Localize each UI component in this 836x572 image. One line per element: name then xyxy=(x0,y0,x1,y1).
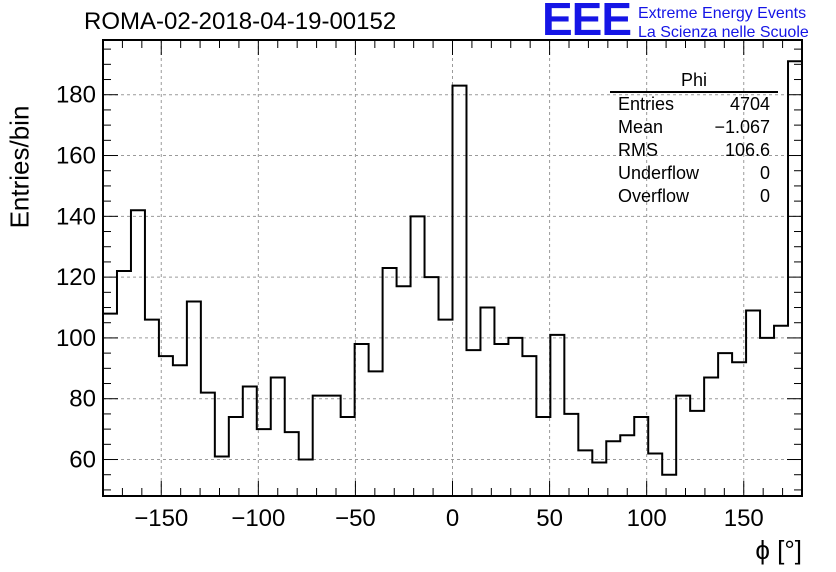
histogram-bin xyxy=(327,396,341,496)
stats-label: Overflow xyxy=(618,186,690,206)
histogram-bin xyxy=(732,362,746,496)
stats-value: −1.067 xyxy=(714,117,770,137)
x-axis-label: ϕ [°] xyxy=(755,535,802,565)
histogram-bin xyxy=(341,417,355,496)
histogram-bin xyxy=(425,277,439,496)
histogram-bin xyxy=(117,271,131,496)
stats-label: RMS xyxy=(618,140,658,160)
y-tick-label: 160 xyxy=(56,143,96,170)
stats-box: Phi Entries 4704 Mean −1.067 RMS 106.6 Unde… xyxy=(610,70,778,208)
stats-value: 106.6 xyxy=(724,140,770,160)
histogram-bin xyxy=(746,311,760,496)
stats-row-mean: Mean −1.067 xyxy=(610,116,778,139)
histogram-bin xyxy=(453,86,467,496)
histogram-bin xyxy=(187,301,201,496)
histogram-bin xyxy=(397,286,411,496)
histogram-bin xyxy=(215,456,229,496)
stats-label: Mean xyxy=(618,117,664,137)
histogram-bin xyxy=(690,411,704,496)
histogram-bin xyxy=(788,61,802,496)
histogram-bin xyxy=(522,356,536,496)
x-tick-label: −50 xyxy=(335,505,376,532)
histogram-bin xyxy=(313,396,327,496)
stats-row-entries: Entries 4704 xyxy=(610,93,778,116)
histogram-bin xyxy=(564,414,578,496)
histogram-bin xyxy=(257,429,271,496)
histogram-bin xyxy=(145,320,159,496)
histogram-bin xyxy=(662,475,676,496)
stats-box-title: Phi xyxy=(610,70,778,93)
x-tick-label: −100 xyxy=(231,505,285,532)
histogram-bin xyxy=(369,371,383,496)
histogram-bin xyxy=(592,463,606,496)
histogram-bin xyxy=(480,308,494,496)
histogram-bin xyxy=(634,417,648,496)
histogram-bin xyxy=(760,338,774,496)
stats-label: Underflow xyxy=(618,163,700,183)
x-tick-label: 50 xyxy=(536,505,563,532)
y-tick-label: 120 xyxy=(56,264,96,291)
histogram-bin xyxy=(466,350,480,496)
x-tick-label: 100 xyxy=(627,505,667,532)
x-tick-label: −150 xyxy=(134,505,188,532)
x-tick-label: 0 xyxy=(446,505,459,532)
histogram-bin xyxy=(271,377,285,496)
y-tick-label: 60 xyxy=(69,447,96,474)
histogram-bin xyxy=(494,344,508,496)
stats-row-overflow: Overflow 0 xyxy=(610,185,778,208)
x-tick-label: 150 xyxy=(724,505,764,532)
histogram-bin xyxy=(243,387,257,496)
histogram-bin xyxy=(536,417,550,496)
stats-value: 4704 xyxy=(729,94,770,114)
histogram-bin xyxy=(578,450,592,496)
histogram-bin xyxy=(411,216,425,496)
histogram-bin xyxy=(229,417,243,496)
histogram-bin xyxy=(103,314,117,496)
histogram-bin xyxy=(774,326,788,496)
histogram-bin xyxy=(648,453,662,496)
eee-logo-mark: EEE xyxy=(542,0,632,45)
stats-row-underflow: Underflow 0 xyxy=(610,162,778,185)
eee-logo-subtitle-1: Extreme Energy Events xyxy=(638,5,807,22)
histogram-bin xyxy=(718,353,732,496)
y-tick-label: 80 xyxy=(69,386,96,413)
histogram-bin xyxy=(201,393,215,496)
y-tick-label: 140 xyxy=(56,203,96,230)
histogram-bin xyxy=(508,338,522,496)
stats-label: Entries xyxy=(618,94,675,114)
histogram-outline xyxy=(102,60,803,496)
histogram-bin xyxy=(620,435,634,496)
histogram-bin xyxy=(550,335,564,496)
y-tick-label: 100 xyxy=(56,325,96,352)
chart-title: ROMA-02-2018-04-19-00152 xyxy=(84,8,397,35)
histogram-bin xyxy=(676,396,690,496)
y-tick-label: 180 xyxy=(56,82,96,109)
histogram-bin xyxy=(285,432,299,496)
histogram-bin xyxy=(299,460,313,496)
histogram-bin xyxy=(383,268,397,496)
histogram-bin xyxy=(173,365,187,496)
stats-value: 0 xyxy=(759,163,770,183)
stats-row-rms: RMS 106.6 xyxy=(610,139,778,162)
histogram-bin xyxy=(159,356,173,496)
stats-value: 0 xyxy=(759,186,770,206)
histogram-bin xyxy=(131,210,145,496)
histogram-bin xyxy=(439,320,453,496)
histogram-bin xyxy=(704,377,718,496)
eee-logo-subtitle-2: La Scienza nelle Scuole xyxy=(638,24,809,41)
histogram-bin xyxy=(355,344,369,496)
histogram-bin xyxy=(606,441,620,496)
